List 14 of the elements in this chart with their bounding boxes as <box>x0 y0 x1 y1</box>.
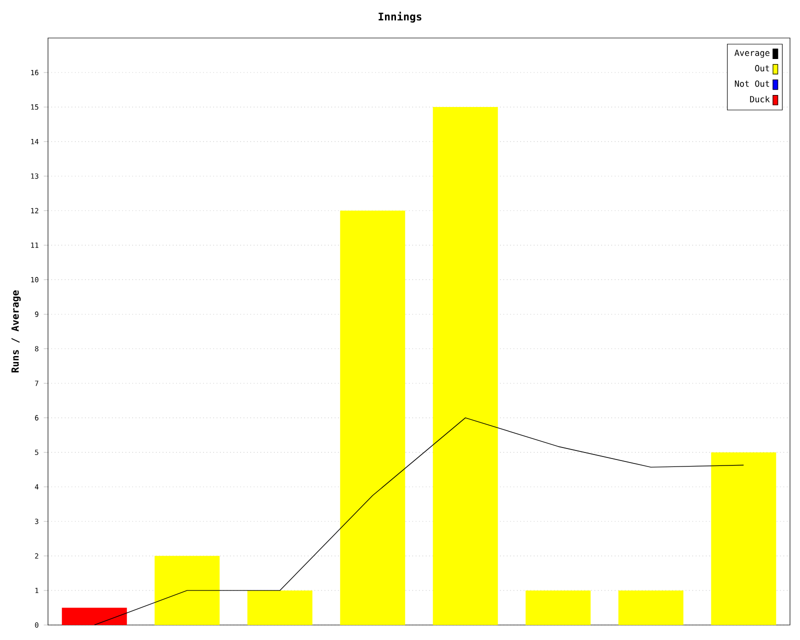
bar <box>154 556 220 625</box>
bar <box>526 590 591 625</box>
bar <box>618 590 684 625</box>
legend-label: Not Out <box>734 80 770 87</box>
y-axis-title: Runs / Average <box>12 290 21 372</box>
bar <box>432 107 498 625</box>
bar <box>62 608 127 625</box>
bar <box>711 452 776 625</box>
legend-label: Duck <box>750 96 770 102</box>
chart-title: Innings <box>378 12 422 23</box>
legend-label: Out <box>755 65 770 72</box>
bar <box>340 210 406 625</box>
bar <box>247 590 312 625</box>
legend-label: Average <box>734 50 770 58</box>
